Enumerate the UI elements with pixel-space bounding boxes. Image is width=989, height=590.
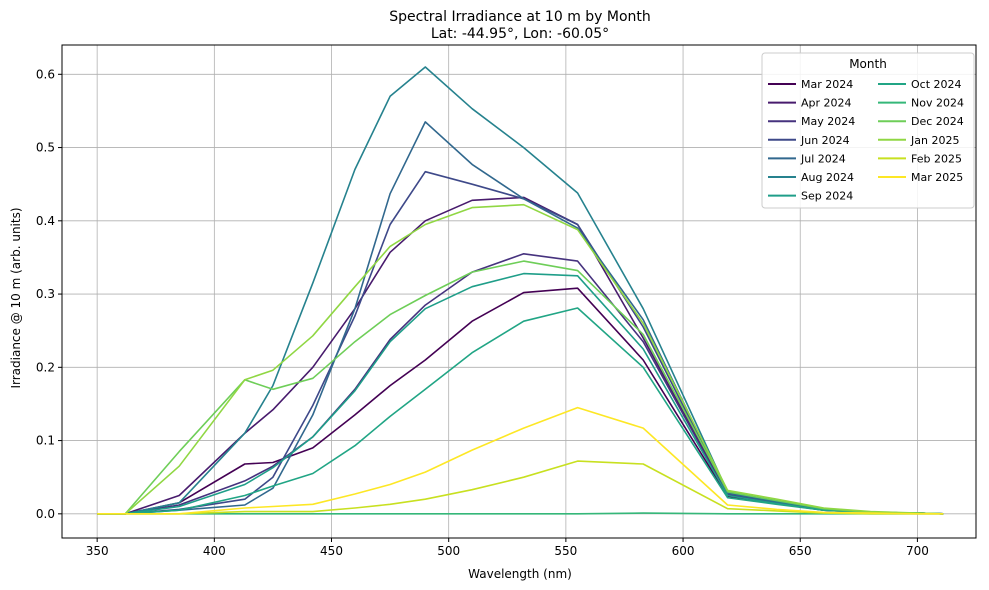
legend-label: Dec 2024 (911, 115, 964, 128)
legend-label: Oct 2024 (911, 78, 962, 91)
series-line-may-2024 (97, 253, 944, 515)
y-axis-label: Irradiance @ 10 m (arb. units) (9, 207, 23, 388)
series-line-jan-2025 (97, 203, 944, 515)
x-tick-label: 350 (86, 544, 109, 558)
series-line-apr-2024 (97, 196, 944, 515)
legend-label: Jan 2025 (910, 134, 959, 147)
x-axis-label: Wavelength (nm) (468, 567, 572, 581)
legend-label: Apr 2024 (801, 97, 852, 110)
legend-label: Sep 2024 (801, 190, 853, 203)
legend-label: Nov 2024 (911, 97, 964, 110)
x-tick-label: 600 (672, 544, 695, 558)
y-tick-label: 0.2 (36, 360, 55, 374)
legend: Month Mar 2024 Apr 2024 May 2024 Jun 2024 Jul… (761, 52, 975, 209)
legend-label: Mar 2024 (801, 78, 853, 91)
series-line-mar-2025 (97, 406, 944, 515)
chart-subtitle: Lat: -44.95°, Lon: -60.05° (431, 26, 609, 42)
y-tick-label: 0.4 (36, 214, 55, 228)
legend-label: May 2024 (801, 115, 855, 128)
legend-label: Feb 2025 (911, 152, 962, 165)
series-line-oct-2024 (97, 307, 944, 515)
x-tick-label: 500 (437, 544, 460, 558)
y-tick-label: 0.3 (36, 287, 55, 301)
legend-label: Mar 2025 (911, 171, 963, 184)
series-line-mar-2024 (97, 287, 944, 515)
x-tick-label: 650 (789, 544, 812, 558)
y-tick-label: 0.1 (36, 434, 55, 448)
legend-label: Jun 2024 (800, 134, 850, 147)
y-tick-label: 0.0 (36, 507, 55, 521)
x-tick-label: 700 (906, 544, 929, 558)
legend-label: Aug 2024 (801, 171, 854, 184)
legend-label: Jul 2024 (800, 152, 846, 165)
x-tick-label: 450 (320, 544, 343, 558)
x-tick-label: 400 (203, 544, 226, 558)
y-axis-ticks: 0.0 0.1 0.2 0.3 0.4 0.5 0.6 (36, 67, 62, 521)
x-axis-ticks: 350 400 450 500 550 600 650 700 (86, 538, 929, 558)
y-tick-label: 0.6 (36, 67, 55, 81)
series-line-jun-2024 (97, 170, 944, 515)
y-tick-label: 0.5 (36, 141, 55, 155)
series-group (97, 66, 944, 515)
legend-title: Month (849, 57, 887, 71)
x-tick-label: 550 (554, 544, 577, 558)
chart-title: Spectral Irradiance at 10 m by Month (389, 9, 651, 25)
plot-area-frame (61, 44, 977, 539)
legend-box (761, 52, 975, 209)
